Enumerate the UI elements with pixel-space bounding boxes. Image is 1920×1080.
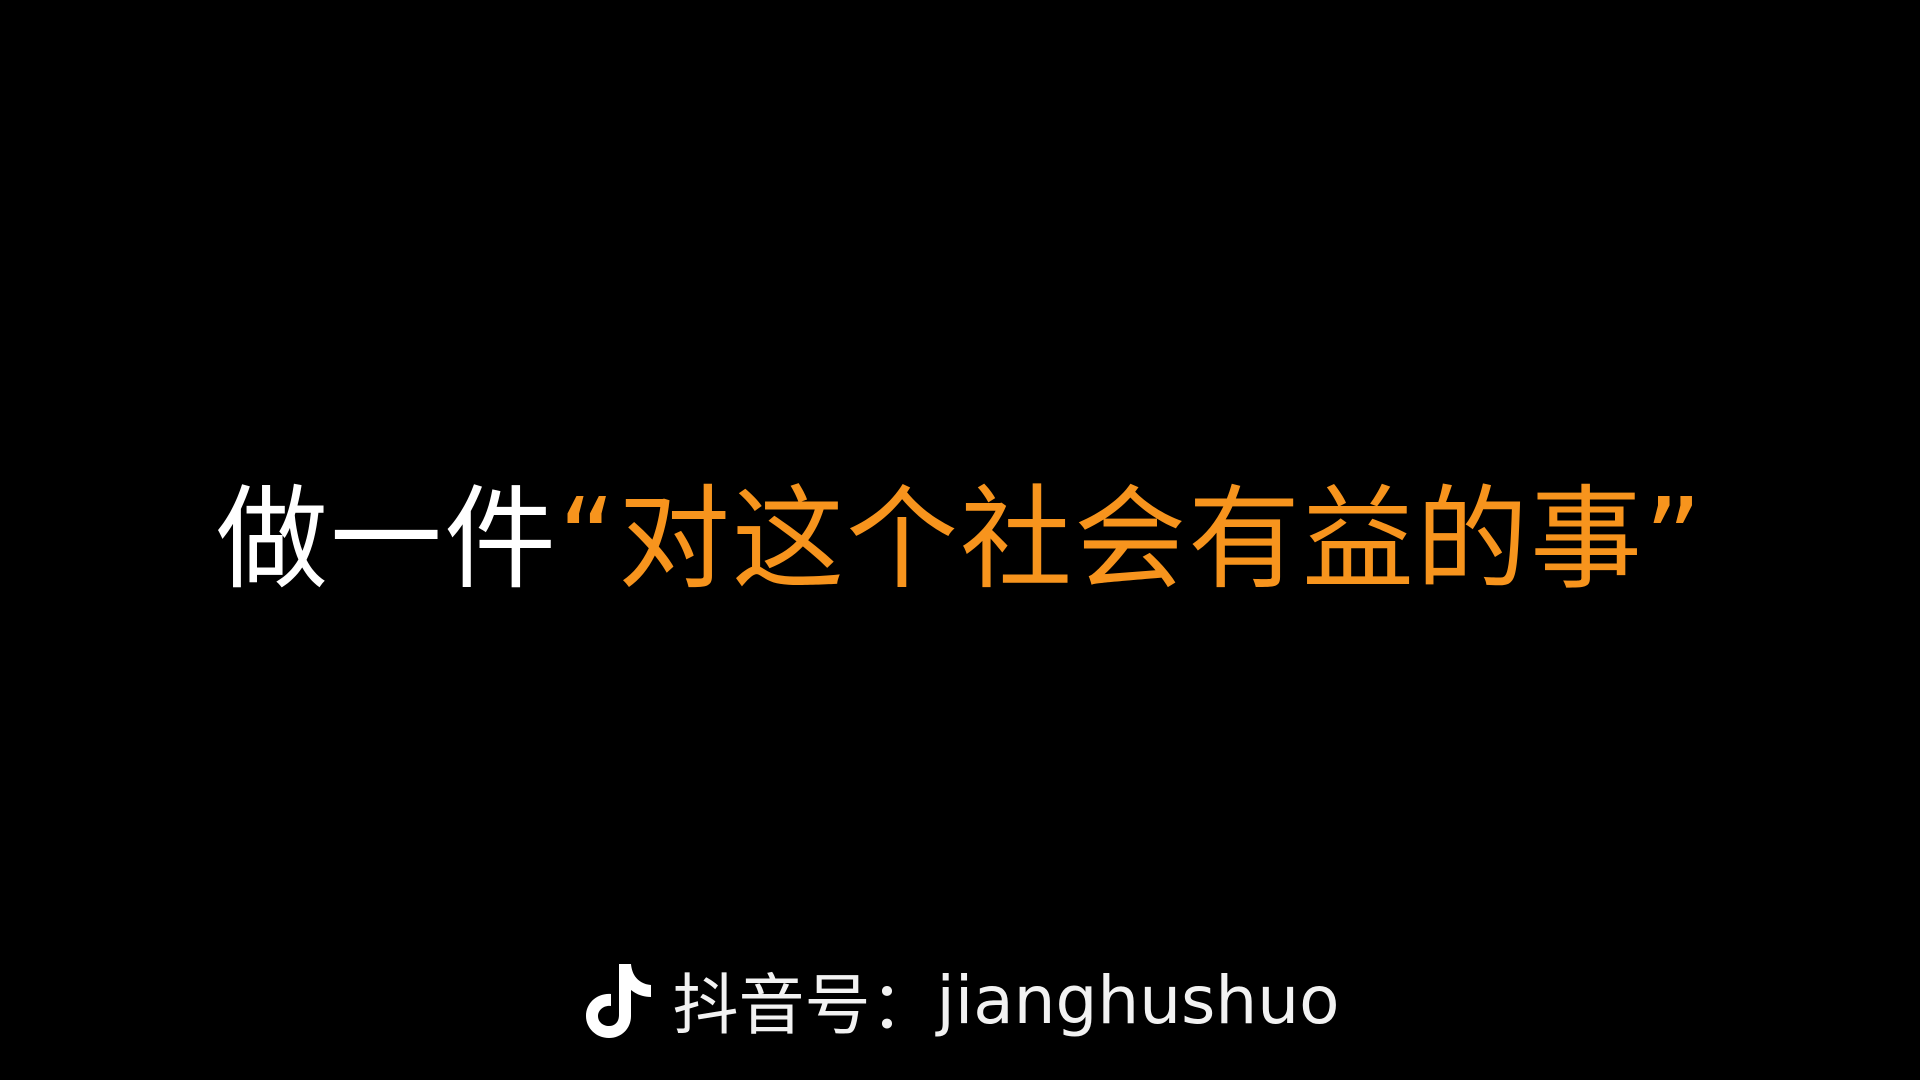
watermark-handle: jianghushuo (936, 961, 1340, 1039)
headline-highlight: “对这个社会有益的事” (557, 475, 1705, 605)
headline: 做一件“对这个社会有益的事” (0, 470, 1920, 610)
tiktok-icon (585, 964, 651, 1038)
watermark-label: 抖音号： (672, 967, 937, 1044)
douyin-watermark: 抖音号： jianghushuo (0, 955, 1920, 1045)
headline-prefix: 做一件 (215, 475, 558, 605)
